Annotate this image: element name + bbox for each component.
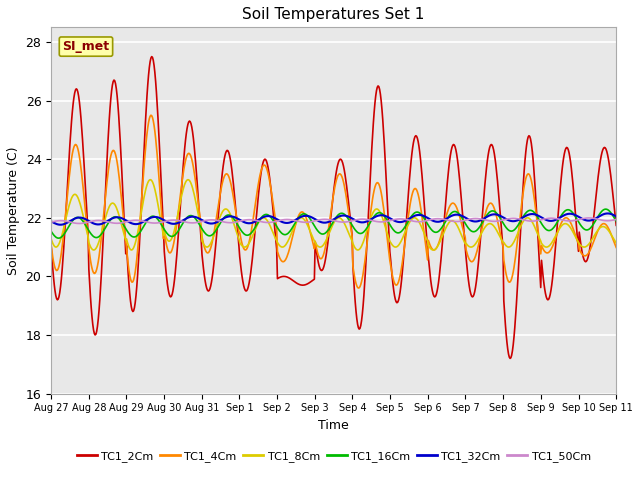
Title: Soil Temperatures Set 1: Soil Temperatures Set 1 <box>243 7 425 22</box>
X-axis label: Time: Time <box>318 419 349 432</box>
Legend: TC1_2Cm, TC1_4Cm, TC1_8Cm, TC1_16Cm, TC1_32Cm, TC1_50Cm: TC1_2Cm, TC1_4Cm, TC1_8Cm, TC1_16Cm, TC1… <box>72 447 595 467</box>
Text: SI_met: SI_met <box>62 40 109 53</box>
Y-axis label: Soil Temperature (C): Soil Temperature (C) <box>7 146 20 275</box>
